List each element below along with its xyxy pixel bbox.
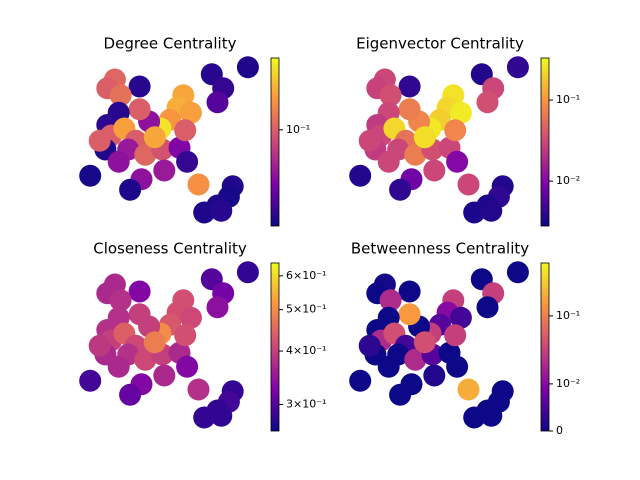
node <box>88 334 111 357</box>
node <box>179 101 202 124</box>
node <box>109 84 132 107</box>
node <box>404 143 427 166</box>
node <box>463 406 486 429</box>
node <box>134 348 157 371</box>
node <box>128 98 151 121</box>
node <box>88 129 111 152</box>
node <box>193 406 216 429</box>
node <box>379 289 402 312</box>
node <box>153 159 176 182</box>
node <box>413 126 436 149</box>
node <box>476 91 499 114</box>
node <box>349 164 372 187</box>
node <box>179 306 202 329</box>
chart-title: Eigenvector Centrality <box>356 35 524 53</box>
node <box>109 289 132 312</box>
node <box>444 119 467 142</box>
node <box>128 303 151 326</box>
node <box>134 143 157 166</box>
node <box>210 404 233 427</box>
node <box>143 126 166 149</box>
colorbar-tick-label: 10⁻² <box>556 377 580 390</box>
node <box>174 119 197 142</box>
node <box>128 280 151 303</box>
chart-title: Degree Centrality <box>104 35 237 53</box>
node <box>398 98 421 121</box>
colorbar-tick-label: 5×10⁻¹ <box>286 303 326 316</box>
node <box>119 383 142 406</box>
node <box>377 150 400 173</box>
node <box>389 178 412 201</box>
node <box>413 331 436 354</box>
node <box>449 101 472 124</box>
node <box>236 56 259 79</box>
node <box>423 364 446 387</box>
node <box>174 324 197 347</box>
node <box>463 201 486 224</box>
node <box>236 261 259 284</box>
node <box>389 383 412 406</box>
node <box>446 355 469 378</box>
node <box>119 178 142 201</box>
node <box>210 199 233 222</box>
node <box>506 261 529 284</box>
node <box>206 91 229 114</box>
chart-title: Closeness Centrality <box>93 240 247 258</box>
node <box>206 296 229 319</box>
node <box>457 378 480 401</box>
node <box>358 334 381 357</box>
colorbar-tick-label: 6×10⁻¹ <box>286 269 326 282</box>
node <box>398 303 421 326</box>
node <box>506 56 529 79</box>
colorbar <box>270 262 280 432</box>
node <box>153 364 176 387</box>
node <box>377 355 400 378</box>
node <box>480 404 503 427</box>
node <box>79 164 102 187</box>
colorbar <box>540 262 550 432</box>
node <box>176 150 199 173</box>
colorbar-tick-label: 10⁻¹ <box>556 93 580 106</box>
node <box>446 150 469 173</box>
node <box>128 75 151 98</box>
node <box>176 355 199 378</box>
colorbar <box>540 57 550 227</box>
node <box>444 324 467 347</box>
node <box>398 280 421 303</box>
node <box>349 369 372 392</box>
node <box>187 173 210 196</box>
node <box>193 201 216 224</box>
colorbar-tick-label: 3×10⁻¹ <box>286 397 326 410</box>
node <box>107 150 130 173</box>
node <box>449 306 472 329</box>
node <box>398 75 421 98</box>
node <box>476 296 499 319</box>
node <box>143 331 166 354</box>
node <box>79 369 102 392</box>
node <box>423 159 446 182</box>
node <box>107 355 130 378</box>
node <box>457 173 480 196</box>
colorbar-tick-label: 10⁻¹ <box>556 309 580 322</box>
chart-title: Betweenness Centrality <box>351 240 529 258</box>
colorbar-tick-label: 10⁻² <box>556 174 580 187</box>
node <box>358 129 381 152</box>
colorbar-tick-label: 10⁻¹ <box>286 123 310 136</box>
colorbar <box>270 57 280 227</box>
node <box>187 378 210 401</box>
node <box>480 199 503 222</box>
colorbar-tick-label: 4×10⁻¹ <box>286 344 326 357</box>
colorbar-tick-label: 0 <box>556 424 563 437</box>
node <box>379 84 402 107</box>
node <box>404 348 427 371</box>
